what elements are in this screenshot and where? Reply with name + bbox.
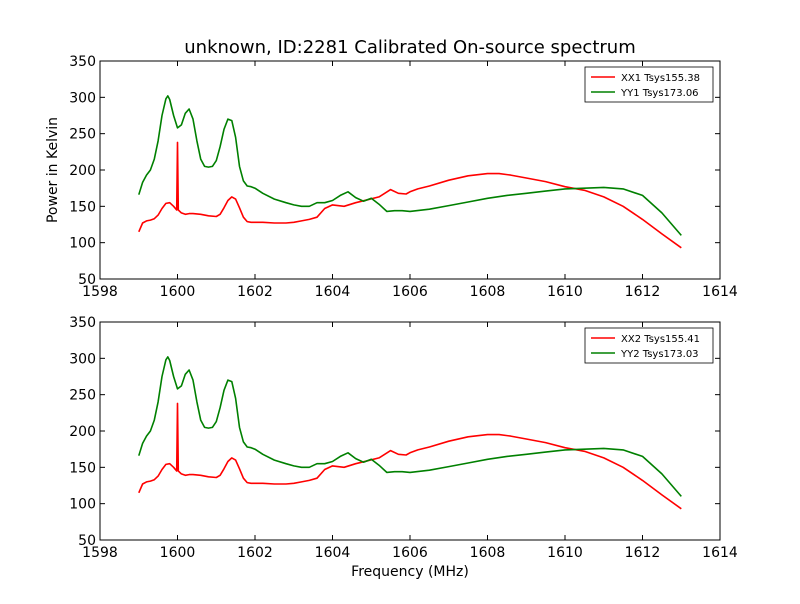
x-tick-label: 1604	[315, 545, 351, 561]
legend: XX1 Tsys155.38 YY1 Tsys173.06	[584, 66, 714, 103]
y-tick-label: 100	[69, 236, 96, 252]
x-tick-label: 1610	[547, 545, 583, 561]
series-line-xx1	[138, 141, 682, 249]
x-tick-label: 1610	[547, 284, 583, 300]
series-line-yy2	[138, 356, 682, 497]
x-tick-label: 1602	[237, 545, 273, 561]
legend: XX2 Tsys155.41 YY2 Tsys173.03	[584, 327, 714, 364]
bottom-panel: 1598 1600 1602 1604 1606 1608 1610 1612 1614 50 10…	[69, 315, 738, 580]
legend-entry: YY1 Tsys173.06	[620, 88, 699, 99]
series-line-yy1	[138, 95, 682, 236]
y-tick-label: 150	[69, 460, 96, 476]
x-tick-label: 1604	[315, 284, 351, 300]
legend-entry: YY2 Tsys173.03	[620, 349, 699, 360]
legend-entry: XX1 Tsys155.38	[621, 73, 700, 84]
y-axis-label: Power in Kelvin	[45, 117, 61, 223]
figure-title: unknown, ID:2281 Calibrated On-source sp…	[184, 37, 635, 58]
y-tick-label: 250	[69, 388, 96, 404]
y-tick-label: 200	[69, 424, 96, 440]
x-tick-label: 1614	[702, 284, 738, 300]
y-tick-label: 300	[69, 351, 96, 367]
x-tick-label: 1608	[470, 545, 506, 561]
y-tick-label: 250	[69, 127, 96, 143]
top-panel: 1598 1600 1602 1604 1606 1608 1610 1612 1614 50 10…	[45, 54, 738, 300]
y-tick-label: 50	[78, 533, 96, 549]
x-tick-label: 1614	[702, 545, 738, 561]
x-tick-label: 1608	[470, 284, 506, 300]
y-tick-label: 150	[69, 199, 96, 215]
y-tick-label: 100	[69, 497, 96, 513]
y-tick-label: 200	[69, 163, 96, 179]
x-tick-label: 1612	[625, 545, 661, 561]
x-tick-label: 1606	[392, 545, 428, 561]
series-line-xx2	[138, 402, 682, 510]
x-tick-label: 1602	[237, 284, 273, 300]
legend-box	[584, 327, 714, 364]
x-axis-label: Frequency (MHz)	[351, 564, 469, 580]
y-tick-label: 50	[78, 272, 96, 288]
legend-entry: XX2 Tsys155.41	[621, 334, 700, 345]
x-tick-label: 1598	[82, 284, 118, 300]
x-tick-label: 1600	[160, 545, 196, 561]
x-tick-label: 1598	[82, 545, 118, 561]
y-tick-label: 350	[69, 54, 96, 70]
y-tick-label: 300	[69, 90, 96, 106]
x-tick-label: 1600	[160, 284, 196, 300]
x-tick-label: 1612	[625, 284, 661, 300]
y-tick-label: 350	[69, 315, 96, 331]
legend-box	[584, 66, 714, 103]
x-tick-label: 1606	[392, 284, 428, 300]
